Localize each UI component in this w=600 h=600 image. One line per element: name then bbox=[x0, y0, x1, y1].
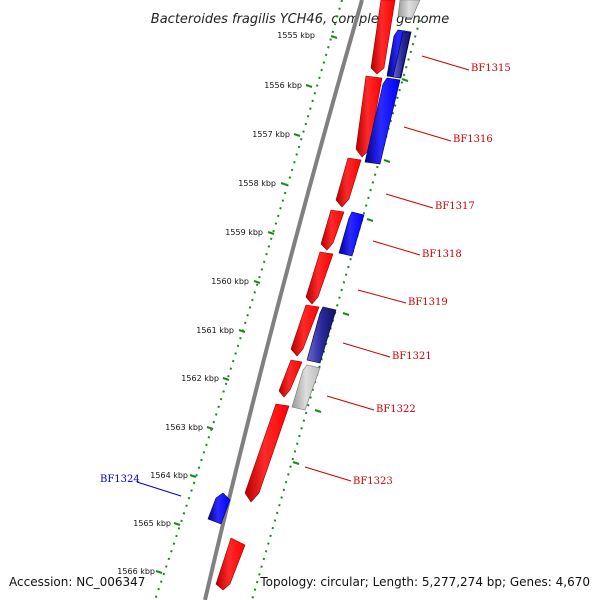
gene-bottom bbox=[215, 537, 246, 591]
tick-label: 1560 kbp bbox=[211, 277, 249, 286]
gene-label-bf1323[interactable]: BF1323 bbox=[353, 476, 393, 487]
tick-label: 1566 kbp bbox=[117, 567, 155, 576]
gene-labels: BF1315 BF1316 BF1317 BF1318 BF1319 BF132… bbox=[100, 63, 511, 487]
gene-bf1324-rev bbox=[207, 492, 231, 525]
tick-labels: 1555 kbp 1556 kbp 1557 kbp 1558 kbp 1559… bbox=[117, 31, 315, 576]
gene-bf1322-rev bbox=[291, 364, 321, 411]
gene-label-bf1324[interactable]: BF1324 bbox=[100, 474, 140, 485]
tick-label: 1561 kbp bbox=[196, 326, 234, 335]
gene-bf1316 bbox=[355, 75, 383, 158]
tick-label: 1564 kbp bbox=[150, 471, 188, 480]
gene-bf1317 bbox=[335, 157, 362, 208]
tick-label: 1562 kbp bbox=[181, 374, 219, 383]
gene-bf1322 bbox=[278, 359, 303, 398]
scale-ticks bbox=[155, 35, 338, 574]
tick-label: 1556 kbp bbox=[264, 81, 302, 90]
genome-backbone bbox=[203, 0, 364, 600]
tick-label: 1557 kbp bbox=[252, 130, 290, 139]
gene-label-bf1322[interactable]: BF1322 bbox=[376, 404, 416, 415]
gene-bf1318 bbox=[320, 209, 345, 251]
gene-bf1318-rev bbox=[338, 211, 365, 257]
label-pointers bbox=[136, 55, 470, 497]
gene-bf1316-rev bbox=[364, 77, 401, 165]
gene-bf1315 bbox=[370, 0, 396, 75]
gene-bf1319 bbox=[305, 251, 334, 305]
map-title: Bacteroides fragilis YCH46, complete gen… bbox=[151, 12, 449, 27]
tick-label: 1558 kbp bbox=[238, 179, 276, 188]
gene-label-bf1321[interactable]: BF1321 bbox=[392, 351, 432, 362]
tick-label: 1563 kbp bbox=[165, 423, 203, 432]
forward-strand-genes bbox=[215, 0, 396, 591]
gene-label-bf1316[interactable]: BF1316 bbox=[453, 134, 493, 145]
gene-bf1323 bbox=[244, 403, 290, 503]
gene-label-bf1315[interactable]: BF1315 bbox=[471, 63, 511, 74]
gene-label-bf1319[interactable]: BF1319 bbox=[408, 297, 448, 308]
gene-bf1315-rev-b bbox=[392, 31, 412, 79]
tick-label: 1565 kbp bbox=[133, 519, 171, 528]
tick-label: 1559 kbp bbox=[225, 228, 263, 237]
gene-top-gray bbox=[397, 0, 421, 19]
inner-ring bbox=[154, 0, 343, 600]
gene-bf1321-rev bbox=[306, 306, 337, 364]
accession-text: Accession: NC_006347 bbox=[9, 575, 145, 589]
outer-ring-ticks bbox=[292, 78, 409, 465]
gene-label-bf1318[interactable]: BF1318 bbox=[422, 249, 462, 260]
gene-bf1321 bbox=[290, 304, 320, 357]
tick-label: 1555 kbp bbox=[277, 31, 315, 40]
summary-text: Topology: circular; Length: 5,277,274 bp… bbox=[259, 575, 590, 589]
gene-label-bf1317[interactable]: BF1317 bbox=[435, 201, 475, 212]
reverse-strand-genes bbox=[207, 0, 421, 525]
